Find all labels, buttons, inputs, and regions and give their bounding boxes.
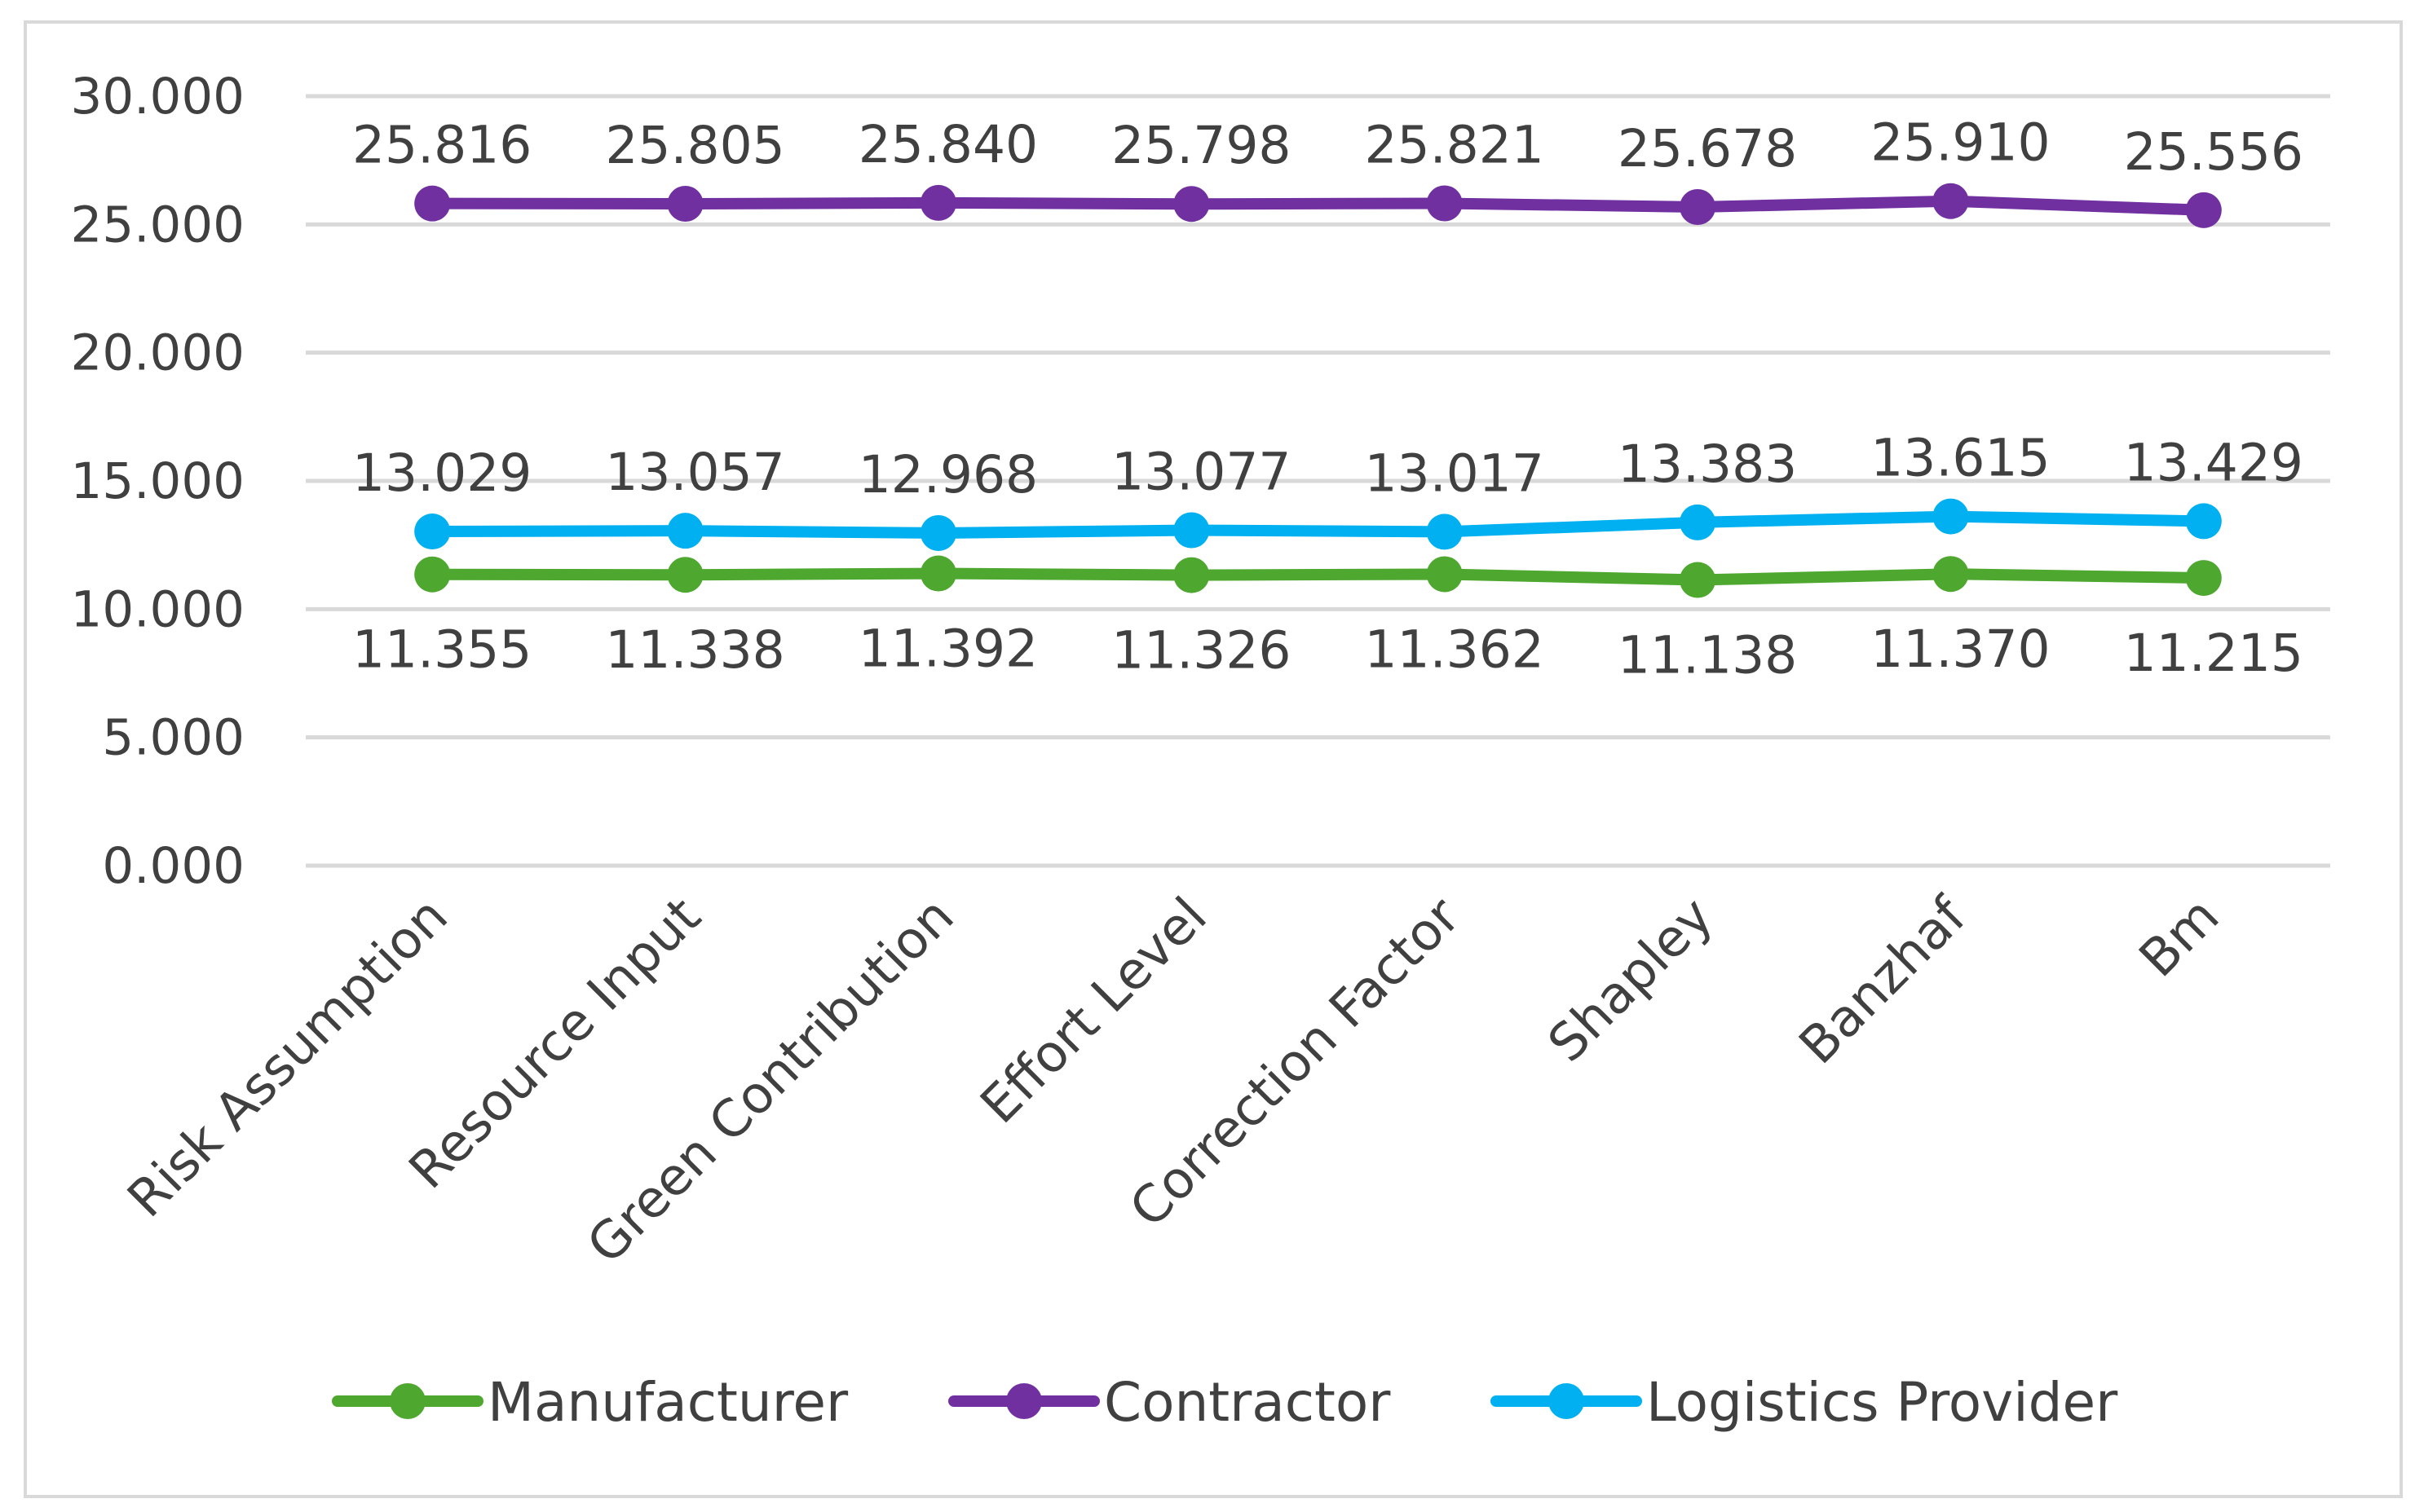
data-point <box>667 557 704 593</box>
data-point <box>667 513 704 549</box>
data-label: 11.326 <box>1111 621 1291 681</box>
y-tick-label: 30.000 <box>71 68 245 126</box>
data-label: 25.678 <box>1618 119 1797 179</box>
legend-item: Logistics Provider <box>1490 1371 2118 1434</box>
series-line <box>426 510 2210 539</box>
data-label: 12.968 <box>859 445 1038 505</box>
data-point <box>2185 192 2222 228</box>
data-point <box>1426 185 1463 222</box>
series-manufacturer <box>414 555 2222 598</box>
data-label: 13.383 <box>1618 434 1797 494</box>
series-line <box>426 567 2210 586</box>
data-label: 11.138 <box>1618 626 1797 685</box>
data-label: 13.029 <box>352 443 532 503</box>
data-label: 13.615 <box>1870 429 2050 488</box>
data-label: 25.910 <box>1870 113 2050 173</box>
data-point <box>1173 557 1210 593</box>
legend-label: Manufacturer <box>488 1371 849 1434</box>
legend-swatch-marker <box>390 1383 426 1419</box>
data-point <box>2185 503 2222 540</box>
data-label: 11.370 <box>1870 619 2050 679</box>
data-label: 25.816 <box>352 116 532 175</box>
data-label: 11.355 <box>352 620 532 680</box>
data-point <box>920 555 956 592</box>
data-point <box>1932 556 1969 593</box>
data-point <box>920 184 956 221</box>
chart-border <box>24 20 2403 1498</box>
y-tick-label: 5.000 <box>102 709 245 767</box>
data-point <box>414 514 451 550</box>
data-label: 25.556 <box>2124 122 2303 182</box>
gridlines <box>306 94 2330 868</box>
series-lines <box>414 183 2222 598</box>
y-tick-label: 15.000 <box>71 452 245 510</box>
legend-item: Contractor <box>948 1371 1391 1434</box>
legend-swatch-marker <box>1006 1383 1042 1419</box>
legend-label: Contractor <box>1104 1371 1391 1434</box>
series-line <box>426 195 2210 216</box>
data-labels: 11.355 11.338 11.392 11.326 11.362 11.138 11.3… <box>352 113 2303 685</box>
y-tick-label: 25.000 <box>71 196 245 253</box>
data-label: 25.798 <box>1111 116 1291 175</box>
legend-swatch-marker <box>1548 1383 1584 1419</box>
data-point <box>1932 183 1969 219</box>
y-axis-tick-labels: 0.000 5.000 10.000 15.000 20.000 25.000 30.000 <box>71 68 245 895</box>
data-point <box>1426 514 1463 550</box>
legend-item: Manufacturer <box>332 1371 849 1434</box>
data-label: 11.392 <box>859 619 1038 679</box>
series-logistics-provider <box>414 498 2222 551</box>
data-point <box>414 185 451 222</box>
data-label: 13.017 <box>1364 443 1543 503</box>
y-tick-label: 10.000 <box>71 580 245 638</box>
data-point <box>1932 498 1969 535</box>
data-point <box>414 556 451 593</box>
series-contractor <box>414 183 2222 228</box>
data-point <box>1173 186 1210 223</box>
data-point <box>1426 556 1463 593</box>
y-tick-label: 0.000 <box>102 837 245 895</box>
data-label: 13.077 <box>1111 443 1291 502</box>
data-label: 25.840 <box>859 115 1038 174</box>
data-label: 25.821 <box>1364 115 1543 174</box>
legend-label: Logistics Provider <box>1646 1371 2118 1434</box>
data-point <box>920 514 956 551</box>
data-label: 13.057 <box>605 443 784 502</box>
data-label: 13.429 <box>2124 433 2303 492</box>
y-tick-label: 20.000 <box>71 324 245 382</box>
data-point <box>2185 560 2222 597</box>
data-label: 25.805 <box>605 116 784 175</box>
data-label: 11.362 <box>1364 619 1543 679</box>
data-point <box>1680 188 1716 225</box>
data-label: 11.338 <box>605 620 784 680</box>
data-point <box>1680 504 1716 540</box>
legend: Manufacturer Contractor Logistics Provider <box>332 1371 2118 1434</box>
data-point <box>667 186 704 223</box>
data-point <box>1173 512 1210 549</box>
data-label: 11.215 <box>2124 624 2303 683</box>
data-point <box>1680 562 1716 598</box>
